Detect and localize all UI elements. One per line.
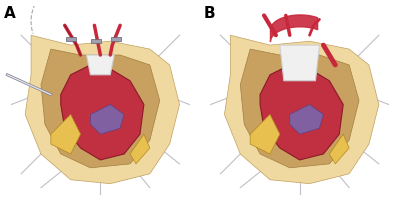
Text: B: B	[204, 6, 216, 21]
Polygon shape	[224, 35, 379, 184]
Polygon shape	[25, 35, 180, 184]
Polygon shape	[250, 114, 280, 154]
Polygon shape	[260, 65, 343, 160]
Polygon shape	[90, 104, 124, 134]
Bar	[92, 39, 101, 43]
Text: A: A	[4, 6, 16, 21]
Polygon shape	[61, 65, 144, 160]
Polygon shape	[86, 55, 114, 75]
Polygon shape	[130, 134, 150, 164]
Polygon shape	[240, 49, 359, 168]
Polygon shape	[329, 134, 349, 164]
Bar	[111, 37, 121, 41]
Polygon shape	[290, 104, 324, 134]
Polygon shape	[51, 114, 80, 154]
Polygon shape	[41, 49, 160, 168]
Polygon shape	[280, 45, 320, 81]
Bar	[66, 37, 76, 41]
